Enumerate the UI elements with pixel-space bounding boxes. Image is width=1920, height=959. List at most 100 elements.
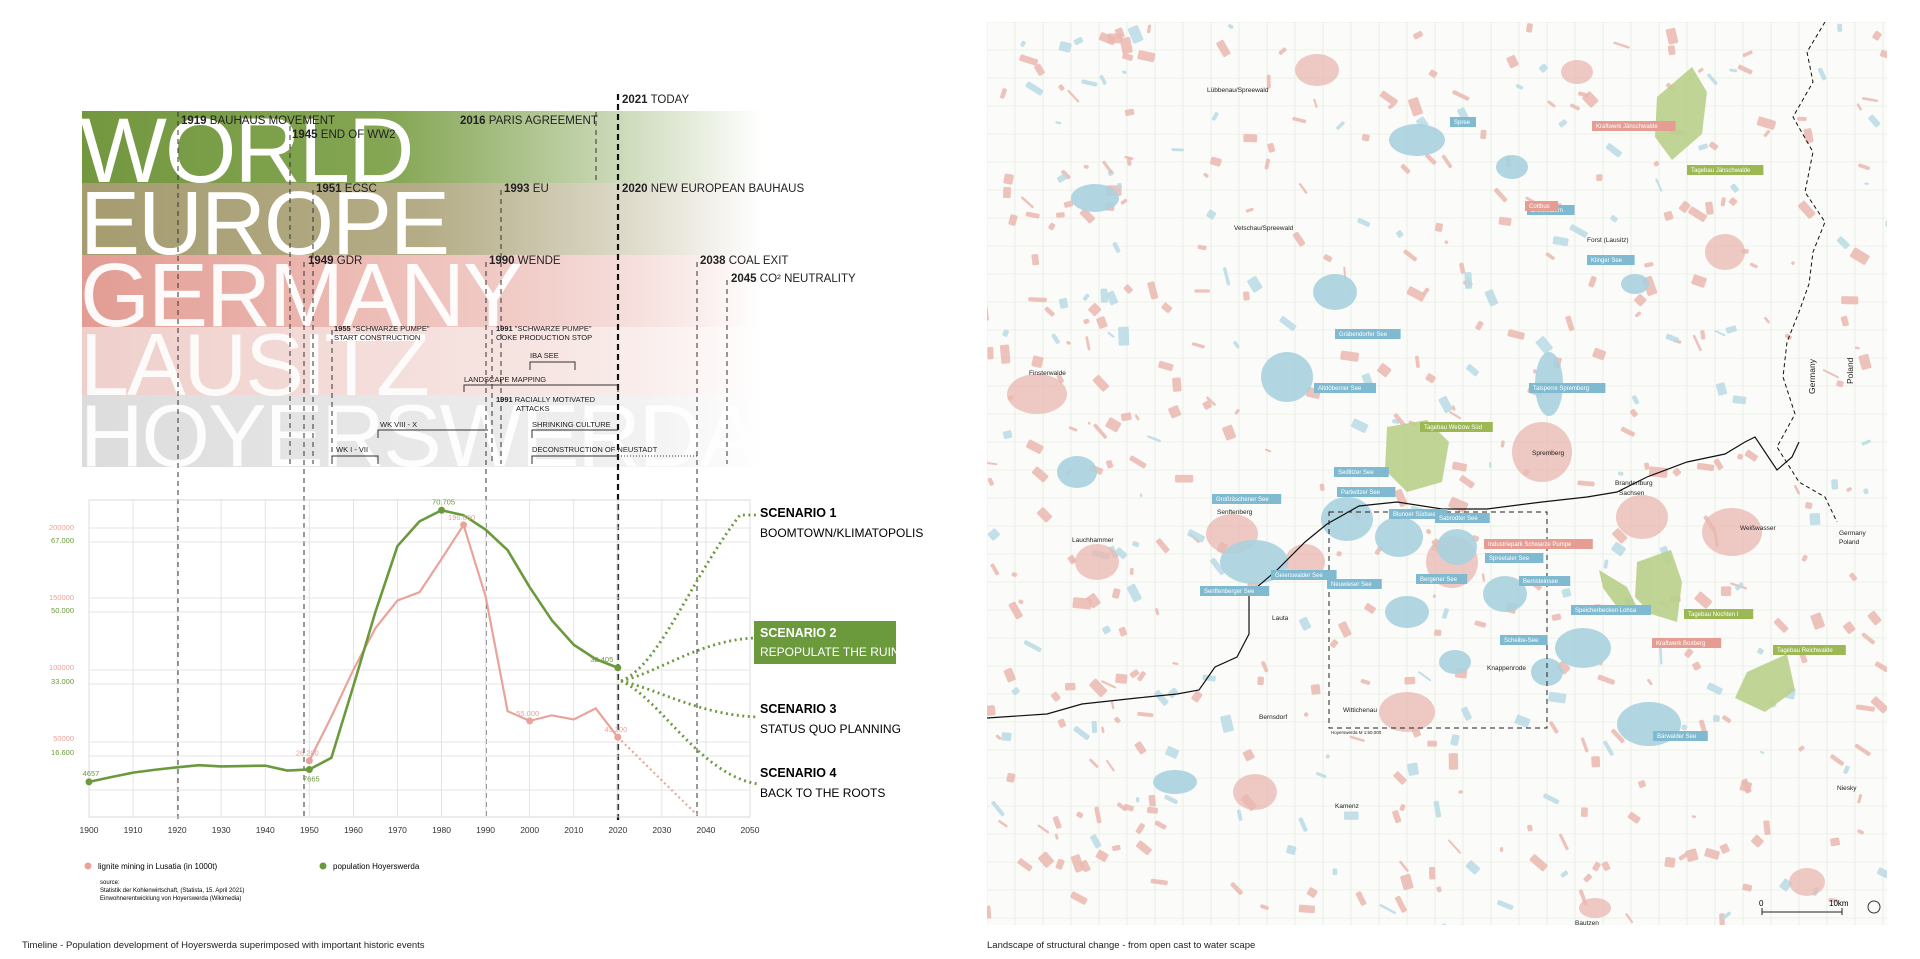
lake-label-bg <box>1335 329 1401 339</box>
y-tick-lignite: 100000 <box>49 663 74 672</box>
water-patch <box>1732 395 1747 405</box>
water-patch <box>1464 272 1473 289</box>
water-patch <box>1655 178 1663 192</box>
water-patch <box>1106 290 1119 306</box>
settlement-patch <box>1400 873 1414 891</box>
map-mines <box>1385 67 1795 712</box>
settlement-patch <box>1089 758 1099 768</box>
water-patch <box>1715 382 1728 396</box>
settlement-patch <box>1870 696 1887 714</box>
lake-label: Sabrodter See <box>1439 516 1478 522</box>
settlement-patch <box>1154 820 1167 830</box>
water-patch <box>1057 173 1068 183</box>
branch-scenario-3 <box>620 679 759 719</box>
legend-population: population Hoyerswerda <box>333 862 420 871</box>
population-point <box>85 778 93 786</box>
settlement-patch <box>1124 108 1135 116</box>
settlement-patch <box>1134 741 1147 755</box>
water-patch <box>1100 288 1108 303</box>
settlement-patch <box>1691 815 1697 819</box>
x-tick-label: 1920 <box>168 825 187 835</box>
water-patch <box>1515 84 1524 90</box>
water-patch <box>1864 182 1870 185</box>
town-cluster <box>1075 544 1119 580</box>
population-chart: 1900 1910 1920 1930 1940 1950 1960 1970 1980 1990… <box>49 497 760 835</box>
settlement-patch <box>1580 737 1589 753</box>
settlement-patch <box>1008 601 1023 620</box>
lignite-point <box>614 733 622 741</box>
settlement-patch <box>1120 198 1128 205</box>
settlement-patch <box>1137 50 1156 63</box>
branch-scenario-1 <box>620 513 758 683</box>
settlement-patch <box>1459 475 1475 489</box>
lake-label: Klinger See <box>1591 258 1623 264</box>
water-patch <box>1407 762 1419 776</box>
settlement-patch <box>1088 421 1091 425</box>
water-patch <box>1729 68 1738 73</box>
water-patch <box>1154 690 1169 706</box>
settlement-patch <box>1664 857 1676 868</box>
settlement-patch <box>1112 588 1121 599</box>
settlement-patch <box>1797 116 1807 121</box>
mine-label-bg <box>1684 609 1754 619</box>
map-town-label: Lauta <box>1272 615 1289 622</box>
x-tick-label: 1930 <box>212 825 231 835</box>
settlement-patch <box>1458 790 1464 794</box>
water-patch <box>1698 143 1709 151</box>
settlement-patch <box>1134 414 1140 421</box>
settlement-patch <box>1841 296 1859 305</box>
water-patch <box>1058 41 1072 53</box>
scenarios: SCENARIO 1 BOOMTOWN/KLIMATOPOLIS SCENARI… <box>754 506 923 800</box>
water-patch <box>1836 236 1850 249</box>
settlement-patch <box>1635 311 1642 318</box>
settlement-patch <box>1549 721 1559 734</box>
settlement-patch <box>1629 409 1638 418</box>
settlement-patch <box>1068 426 1078 432</box>
scenario-2-num: SCENARIO 2 <box>760 626 836 640</box>
town-cluster <box>1512 422 1572 482</box>
y-tick-lignite: 200000 <box>49 523 74 532</box>
map-scale: 0 10km <box>1759 899 1881 915</box>
settlement-patch <box>987 346 994 360</box>
settlement-patch <box>1168 405 1182 419</box>
settlement-patch <box>1329 639 1339 648</box>
x-tick-label: 1910 <box>124 825 143 835</box>
water-patch <box>1023 640 1042 653</box>
settlement-patch <box>1038 851 1054 868</box>
water-patch <box>1706 682 1723 695</box>
legend-lignite: lignite mining in Lusatia (in 1000t) <box>98 862 218 871</box>
settlement-patch <box>1361 133 1370 142</box>
population-data-label: 32.405 <box>590 655 613 664</box>
lake-shape <box>1261 352 1313 402</box>
population-point <box>438 506 446 514</box>
lake-label-bg <box>1450 117 1476 127</box>
settlement-patch <box>1448 753 1459 770</box>
series-population-line <box>88 508 619 784</box>
water-patch <box>1332 868 1338 876</box>
mine-label: Kraftwerk Jänschwalde <box>1596 124 1658 130</box>
settlement-patch <box>1719 843 1730 854</box>
settlement-patch <box>1080 859 1091 873</box>
settlement-patch <box>1798 200 1816 219</box>
water-patch <box>1139 493 1143 498</box>
settlement-patch <box>1475 320 1484 331</box>
water-patch <box>1055 121 1062 125</box>
settlement-patch <box>1399 860 1409 872</box>
population-data-label: 4657 <box>83 769 100 778</box>
settlement-patch <box>1425 373 1436 384</box>
x-tick-label: 2020 <box>608 825 627 835</box>
map-town-label: Kamenz <box>1335 803 1359 810</box>
water-patch <box>1837 23 1843 32</box>
settlement-patch <box>1428 866 1436 880</box>
settlement-patch <box>1088 303 1102 317</box>
settlement-patch <box>1003 187 1012 199</box>
settlement-patch <box>1529 854 1548 872</box>
frame-label: Hoyerswerda M 1:50.000 <box>1331 730 1382 735</box>
water-patch <box>1558 119 1568 128</box>
settlement-patch <box>1313 98 1318 108</box>
settlement-patch <box>1000 88 1007 99</box>
scenario-3-num: SCENARIO 3 <box>760 702 836 716</box>
water-patch <box>1876 867 1887 879</box>
chart-series <box>85 506 698 816</box>
water-patch <box>1112 241 1121 253</box>
